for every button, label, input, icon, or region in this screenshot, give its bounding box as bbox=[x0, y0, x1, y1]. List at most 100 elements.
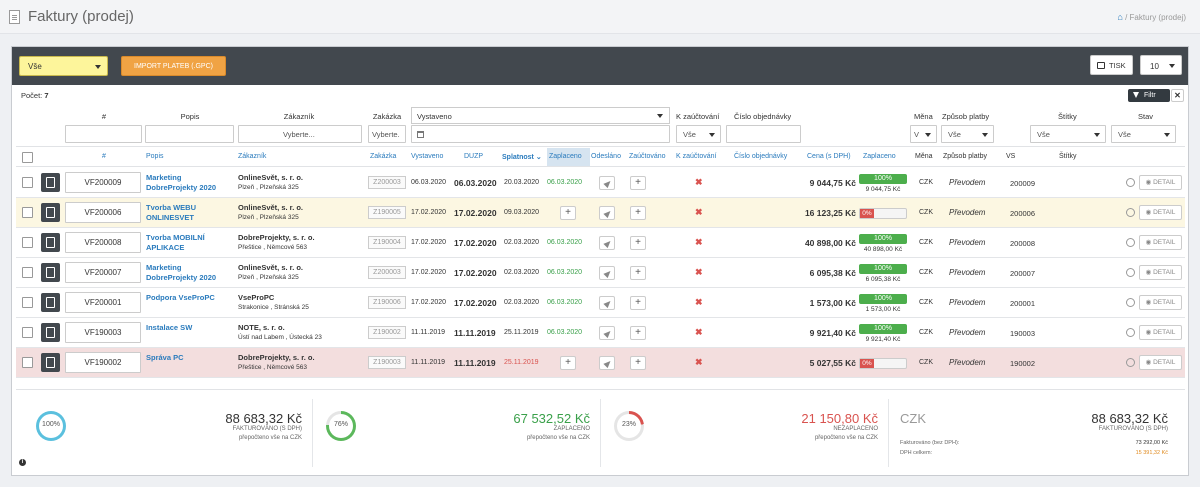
status-circle-icon[interactable] bbox=[1126, 238, 1135, 247]
col-zakazka[interactable]: Zakázka bbox=[370, 153, 397, 160]
detail-button[interactable]: ◉ DETAIL bbox=[1139, 235, 1182, 250]
row-checkbox[interactable] bbox=[22, 237, 33, 248]
send-icon[interactable] bbox=[599, 356, 615, 370]
import-payments-button[interactable]: IMPORT PLATEB (.GPC) bbox=[121, 56, 226, 76]
col-num[interactable]: # bbox=[102, 153, 106, 160]
col-k-zauctovani[interactable]: K zaúčtování bbox=[676, 153, 717, 160]
zpusob-filter-select[interactable]: Vše bbox=[941, 125, 994, 143]
date-range-input[interactable] bbox=[411, 125, 670, 143]
invoice-description-link[interactable]: Podpora VseProPC bbox=[146, 293, 215, 302]
add-payment-button[interactable]: + bbox=[560, 356, 576, 370]
pdf-button[interactable] bbox=[41, 173, 60, 192]
col-duzp[interactable]: DUZP bbox=[464, 153, 484, 160]
row-checkbox[interactable] bbox=[22, 297, 33, 308]
send-icon[interactable] bbox=[599, 206, 615, 220]
add-accounting-button[interactable]: + bbox=[630, 296, 646, 310]
detail-button[interactable]: ◉ DETAIL bbox=[1139, 205, 1182, 220]
pdf-button[interactable] bbox=[41, 353, 60, 372]
detail-button[interactable]: ◉ DETAIL bbox=[1139, 295, 1182, 310]
invoice-description-link[interactable]: Správa PC bbox=[146, 353, 184, 362]
order-tag[interactable]: Z190006 bbox=[368, 296, 406, 309]
col-vystaveno[interactable]: Vystaveno bbox=[411, 153, 444, 160]
col-zaplaceno-progress[interactable]: Zaplaceno bbox=[863, 153, 896, 160]
popis-filter-input[interactable] bbox=[145, 125, 234, 143]
pdf-button[interactable] bbox=[41, 293, 60, 312]
col-mena[interactable]: Měna bbox=[915, 153, 933, 160]
add-accounting-button[interactable]: + bbox=[630, 326, 646, 340]
pdf-button[interactable] bbox=[41, 323, 60, 342]
status-circle-icon[interactable] bbox=[1126, 268, 1135, 277]
status-circle-icon[interactable] bbox=[1126, 358, 1135, 367]
cislo-objednavky-filter-input[interactable] bbox=[726, 125, 801, 143]
col-zakaznik[interactable]: Zákazník bbox=[238, 153, 267, 160]
detail-button[interactable]: ◉ DETAIL bbox=[1139, 175, 1182, 190]
status-circle-icon[interactable] bbox=[1126, 328, 1135, 337]
add-accounting-button[interactable]: + bbox=[630, 236, 646, 250]
send-icon[interactable] bbox=[599, 326, 615, 340]
send-icon[interactable] bbox=[599, 266, 615, 280]
pdf-button[interactable] bbox=[41, 233, 60, 252]
invoice-description-link[interactable]: Marketing DobreProjekty 2020 bbox=[146, 173, 217, 192]
col-odeslano[interactable]: Odesláno bbox=[591, 153, 621, 160]
vystaveno-select[interactable]: Vystaveno bbox=[411, 107, 670, 124]
row-checkbox[interactable] bbox=[22, 267, 33, 278]
add-accounting-button[interactable]: + bbox=[630, 206, 646, 220]
order-tag[interactable]: Z190003 bbox=[368, 356, 406, 369]
order-tag[interactable]: Z190004 bbox=[368, 236, 406, 249]
detail-button[interactable]: ◉ DETAIL bbox=[1139, 355, 1182, 370]
send-icon[interactable] bbox=[599, 176, 615, 190]
filter-button[interactable]: Filtr bbox=[1128, 89, 1170, 102]
invoice-number[interactable]: VF200001 bbox=[65, 292, 141, 313]
invoice-description-link[interactable]: Marketing DobreProjekty 2020 bbox=[146, 263, 217, 282]
invoice-number[interactable]: VF190003 bbox=[65, 322, 141, 343]
detail-button[interactable]: ◉ DETAIL bbox=[1139, 265, 1182, 280]
row-checkbox[interactable] bbox=[22, 177, 33, 188]
invoice-description-link[interactable]: Tvorba WEBU ONLINESVET bbox=[146, 203, 197, 222]
send-icon[interactable] bbox=[599, 296, 615, 310]
invoice-number[interactable]: VF200006 bbox=[65, 202, 141, 223]
zakazka-filter-input[interactable]: Vyberte. bbox=[368, 125, 406, 143]
mena-filter-select[interactable]: V bbox=[910, 125, 937, 143]
info-icon[interactable]: i bbox=[19, 459, 26, 466]
col-zaplaceno[interactable]: Zaplaceno bbox=[549, 153, 582, 160]
row-checkbox[interactable] bbox=[22, 357, 33, 368]
status-circle-icon[interactable] bbox=[1126, 298, 1135, 307]
col-zpusob[interactable]: Způsob platby bbox=[943, 153, 987, 160]
home-icon[interactable]: ⌂ bbox=[1117, 12, 1123, 22]
col-cena[interactable]: Cena (s DPH) bbox=[807, 153, 851, 160]
row-checkbox[interactable] bbox=[22, 327, 33, 338]
filter-select[interactable]: Vše bbox=[19, 56, 108, 76]
invoice-number[interactable]: VF200008 bbox=[65, 232, 141, 253]
status-circle-icon[interactable] bbox=[1126, 208, 1135, 217]
status-circle-icon[interactable] bbox=[1126, 178, 1135, 187]
invoice-number[interactable]: VF200009 bbox=[65, 172, 141, 193]
zakaznik-filter-input[interactable]: Vyberte... bbox=[238, 125, 362, 143]
col-cislo-objednavky[interactable]: Číslo objednávky bbox=[734, 153, 788, 160]
stitky-filter-select[interactable]: Vše bbox=[1030, 125, 1106, 143]
order-tag[interactable]: Z200003 bbox=[368, 266, 406, 279]
invoice-description-link[interactable]: Tvorba MOBILNÍ APLIKACE bbox=[146, 233, 205, 252]
add-payment-button[interactable]: + bbox=[560, 206, 576, 220]
pdf-button[interactable] bbox=[41, 263, 60, 282]
add-accounting-button[interactable]: + bbox=[630, 176, 646, 190]
order-tag[interactable]: Z200003 bbox=[368, 176, 406, 189]
col-stitky[interactable]: Štítky bbox=[1059, 153, 1077, 160]
row-checkbox[interactable] bbox=[22, 207, 33, 218]
detail-button[interactable]: ◉ DETAIL bbox=[1139, 325, 1182, 340]
col-vs[interactable]: VS bbox=[1006, 153, 1016, 160]
clear-filter-button[interactable]: ✕ bbox=[1171, 89, 1184, 102]
num-filter-input[interactable] bbox=[65, 125, 142, 143]
page-size-select[interactable]: 10 bbox=[1140, 55, 1182, 75]
col-splatnost[interactable]: Splatnost ⌄ bbox=[502, 153, 542, 161]
order-tag[interactable]: Z190005 bbox=[368, 206, 406, 219]
col-zauctovano[interactable]: Zaúčtováno bbox=[629, 153, 666, 160]
add-accounting-button[interactable]: + bbox=[630, 356, 646, 370]
send-icon[interactable] bbox=[599, 236, 615, 250]
add-accounting-button[interactable]: + bbox=[630, 266, 646, 280]
stav-filter-select[interactable]: Vše bbox=[1111, 125, 1176, 143]
invoice-number[interactable]: VF200007 bbox=[65, 262, 141, 283]
invoice-description-link[interactable]: Instalace SW bbox=[146, 323, 193, 332]
k-zauctovani-filter-select[interactable]: Vše bbox=[676, 125, 721, 143]
col-popis[interactable]: Popis bbox=[146, 153, 164, 160]
select-all-checkbox[interactable] bbox=[22, 152, 33, 163]
